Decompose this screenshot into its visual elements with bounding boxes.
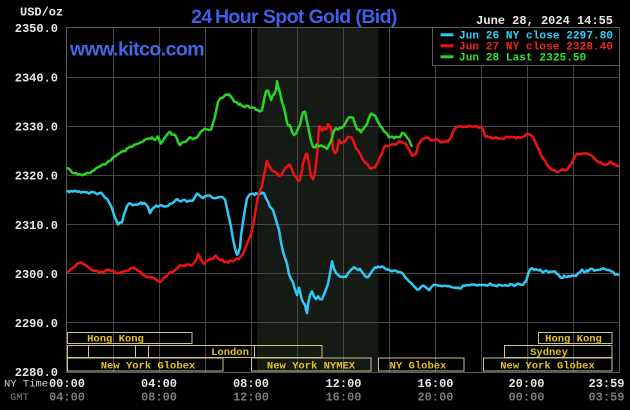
svg-text:00:00: 00:00 [49,377,85,391]
svg-text:2280.0: 2280.0 [15,366,58,380]
svg-text:Jun 28 Last 2325.50: Jun 28 Last 2325.50 [459,52,586,64]
svg-text:Jun 26 NY close 2297.80: Jun 26 NY close 2297.80 [459,30,613,42]
svg-text:20:00: 20:00 [508,377,544,391]
svg-text:2310.0: 2310.0 [15,219,58,233]
svg-text:Hong Kong: Hong Kong [545,334,602,346]
svg-text:16:00: 16:00 [325,390,361,404]
svg-text:2290.0: 2290.0 [15,317,58,331]
svg-text:00:00: 00:00 [508,390,544,404]
svg-text:12:00: 12:00 [233,390,269,404]
svg-text:08:00: 08:00 [141,390,177,404]
svg-text:GMT: GMT [10,392,29,404]
svg-text:Hong Kong: Hong Kong [87,334,144,346]
svg-text:NY Time: NY Time [4,379,48,391]
svg-text:2330.0: 2330.0 [15,120,58,134]
svg-text:NY Globex: NY Globex [390,360,447,372]
svg-text:08:00: 08:00 [233,377,269,391]
svg-text:24 Hour Spot Gold (Bid): 24 Hour Spot Gold (Bid) [191,6,397,28]
svg-text:23:59: 23:59 [588,377,624,391]
svg-text:London: London [211,347,249,359]
svg-text:2300.0: 2300.0 [15,268,58,282]
svg-text:2350.0: 2350.0 [15,22,58,36]
svg-text:16:00: 16:00 [417,377,453,391]
svg-text:www.kitco.com: www.kitco.com [69,38,204,60]
svg-text:12:00: 12:00 [325,377,361,391]
svg-text:New York NYMEX: New York NYMEX [267,360,356,372]
svg-text:04:00: 04:00 [141,377,177,391]
svg-text:Sydney: Sydney [530,347,569,359]
svg-text:New York Globex: New York Globex [101,360,196,372]
svg-text:New York Globex: New York Globex [500,360,595,372]
svg-text:2320.0: 2320.0 [15,170,58,184]
svg-text:2340.0: 2340.0 [15,71,58,85]
svg-text:03:59: 03:59 [588,390,624,404]
svg-text:20:00: 20:00 [417,390,453,404]
svg-text:USD/oz: USD/oz [20,6,63,20]
svg-text:June 28, 2024 14:55: June 28, 2024 14:55 [476,14,613,28]
svg-text:04:00: 04:00 [49,390,85,404]
svg-text:Jun 27 NY close 2328.40: Jun 27 NY close 2328.40 [459,41,613,53]
